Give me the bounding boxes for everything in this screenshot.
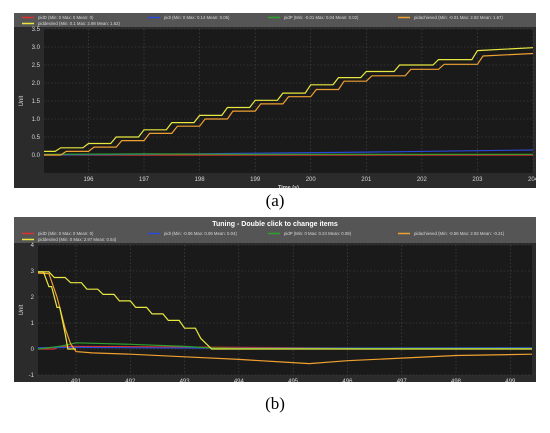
y-tick-label: 1.5 (32, 99, 41, 105)
legend-item[interactable]: pidD (Min: 0 Max: 0 Mean: 0) (22, 15, 94, 20)
legend-item[interactable]: piddesired (Min: 0.1 Max: 2.98 Mean: 1.6… (22, 21, 120, 26)
legend-label: pidI (Min: 0 Max: 0.14 Mean: 0.05) (164, 15, 230, 20)
x-tick-label: 199 (250, 177, 261, 183)
legend-item[interactable]: piddesired (Min: 0 Max: 2.97 Mean: 0.54) (22, 237, 117, 242)
chart-title: Tuning - Double click to change items (212, 221, 338, 228)
legend-header (14, 13, 536, 27)
y-tick-label: 2.0 (32, 81, 41, 87)
y-axis-label: Unit (19, 304, 25, 315)
y-tick-label: 3 (31, 269, 35, 275)
legend-item[interactable]: pidachieved (Min: -0.01 Max: 2.82 Mean: … (398, 15, 503, 20)
series-line-piddesired (38, 271, 532, 350)
y-tick-label: 1 (31, 321, 35, 327)
x-tick-label: 491 (71, 379, 82, 382)
chart-panel-a: pidD (Min: 0 Max: 0 Mean: 0) pidI (Min: 0… (14, 13, 536, 188)
x-tick-label: 200 (306, 177, 317, 183)
legend-header (14, 217, 536, 243)
y-tick-label: 0 (31, 347, 35, 353)
x-tick-label: 499 (505, 379, 516, 382)
y-tick-label: 2 (31, 295, 35, 301)
legend-item[interactable]: pidI (Min: 0 Max: 0.14 Mean: 0.05) (148, 15, 230, 20)
legend-label: piddesired (Min: 0.1 Max: 2.98 Mean: 1.6… (38, 21, 120, 26)
x-tick-label: 201 (361, 177, 372, 183)
legend-item[interactable]: pidachieved (Min: -0.56 Max: 2.92 Mean: … (398, 231, 505, 236)
legend-item[interactable]: pidP (Min: -0.01 Max: 0.04 Mean: 0.02) (268, 15, 359, 20)
legend-label: pidP (Min: 0 Max: 0.24 Mean: 0.08) (284, 231, 352, 236)
x-tick-label: 498 (451, 379, 462, 382)
chart-b-svg: Tuning - Double click to change items pid… (14, 217, 536, 382)
x-tick-label: 492 (125, 379, 136, 382)
legend-item[interactable]: pidP (Min: 0 Max: 0.24 Mean: 0.08) (268, 231, 352, 236)
x-tick-label: 204 (528, 177, 536, 183)
series-line-piddesired-step (38, 271, 76, 350)
x-tick-label: 493 (180, 379, 191, 382)
x-tick-label: 497 (397, 379, 408, 382)
legend-label: pidP (Min: -0.01 Max: 0.04 Mean: 0.02) (284, 15, 359, 20)
x-tick-label: 197 (139, 177, 150, 183)
legend-label: pidD (Min: 0 Max: 0 Mean: 0) (38, 231, 94, 236)
y-tick-label: 4 (31, 243, 35, 249)
series-line-piddesired (44, 47, 533, 152)
x-tick-label: 198 (195, 177, 206, 183)
legend-label: piddesired (Min: 0 Max: 2.97 Mean: 0.54) (38, 237, 117, 242)
legend-label: pidachieved (Min: -0.56 Max: 2.92 Mean: … (414, 231, 505, 236)
legend-label: pidachieved (Min: -0.01 Max: 2.82 Mean: … (414, 15, 503, 20)
caption-a: (a) (265, 191, 285, 210)
x-tick-label: 196 (83, 177, 94, 183)
x-tick-label: 495 (288, 379, 299, 382)
y-tick-label: 0.0 (32, 153, 41, 159)
y-tick-label: 3.0 (32, 45, 41, 51)
x-tick-label: 494 (234, 379, 245, 382)
y-axis-label: Unit (19, 95, 25, 106)
y-tick-label: 0.5 (32, 135, 41, 141)
y-tick-label: 2.5 (32, 63, 41, 69)
x-tick-label: 202 (417, 177, 428, 183)
y-tick-label: -1 (29, 373, 35, 379)
legend-label: pidD (Min: 0 Max: 0 Mean: 0) (38, 15, 94, 20)
chart-a-svg: pidD (Min: 0 Max: 0 Mean: 0) pidI (Min: 0… (14, 13, 536, 188)
legend-label: pidI (Min: -0.06 Max: 0.06 Mean: 0.04) (164, 231, 237, 236)
chart-panel-b: Tuning - Double click to change items pid… (14, 217, 536, 382)
caption-b: (b) (265, 394, 285, 413)
legend-item[interactable]: pidI (Min: -0.06 Max: 0.06 Mean: 0.04) (148, 231, 237, 236)
legend-item[interactable]: pidD (Min: 0 Max: 0 Mean: 0) (22, 231, 94, 236)
y-tick-label: 3.5 (32, 27, 41, 33)
series-line-pidachieved (44, 52, 533, 156)
series-line-pidP (38, 342, 532, 350)
x-tick-label: 203 (472, 177, 483, 183)
x-tick-label: 496 (342, 379, 353, 382)
x-axis-label: Time (s) (278, 185, 299, 188)
y-tick-label: 1.0 (32, 117, 41, 123)
